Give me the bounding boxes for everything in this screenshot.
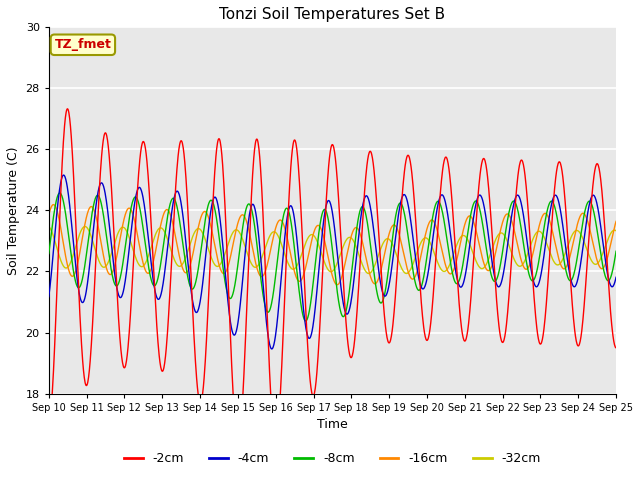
Legend: -2cm, -4cm, -8cm, -16cm, -32cm: -2cm, -4cm, -8cm, -16cm, -32cm [119, 447, 546, 470]
Text: TZ_fmet: TZ_fmet [54, 38, 111, 51]
Title: Tonzi Soil Temperatures Set B: Tonzi Soil Temperatures Set B [220, 7, 445, 22]
Y-axis label: Soil Temperature (C): Soil Temperature (C) [7, 146, 20, 275]
X-axis label: Time: Time [317, 418, 348, 431]
